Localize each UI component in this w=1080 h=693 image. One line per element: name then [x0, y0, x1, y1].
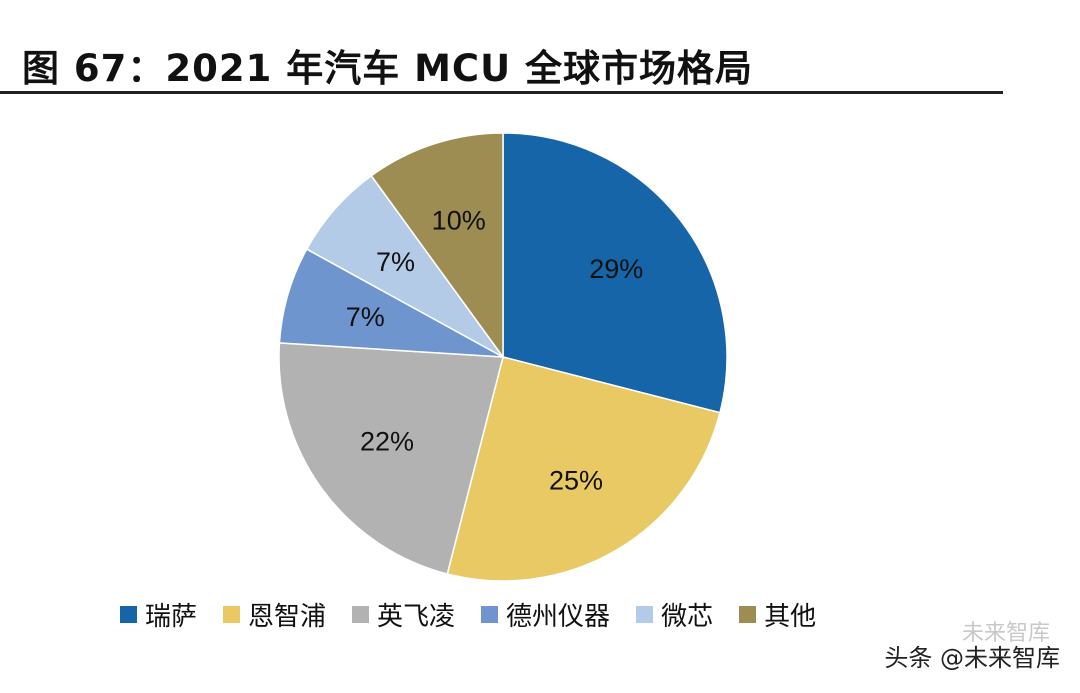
legend-swatch: [739, 606, 757, 623]
pie-chart: 29% 25% 22% 7% 7% 10%: [278, 132, 728, 582]
watermark: 头条 @未来智库: [884, 644, 1060, 672]
legend-item-ti: 德州仪器: [481, 596, 610, 633]
chart-title: 图 67：2021 年汽车 MCU 全球市场格局: [22, 47, 754, 90]
data-label-others: 10%: [432, 206, 486, 236]
legend-swatch: [223, 606, 241, 623]
legend-swatch: [120, 606, 137, 623]
legend-item-microchip: 微芯: [636, 596, 713, 633]
data-label-renesas: 29%: [589, 254, 643, 284]
legend-item-infineon: 英飞凌: [352, 596, 455, 633]
pie-slice-infineon: [278, 342, 504, 575]
pie-slice-others: [370, 132, 504, 360]
legend-label: 恩智浦: [248, 602, 327, 632]
legend-item-others: 其他: [739, 596, 816, 633]
data-label-infineon: 22%: [360, 426, 414, 456]
pie-slice-renesas: [502, 132, 728, 414]
legend-label: 其他: [764, 602, 817, 632]
legend-label: 瑞萨: [145, 602, 198, 632]
pie-slice-nxp: [446, 356, 721, 582]
legend-label: 英飞凌: [377, 602, 456, 632]
data-label-nxp: 25%: [549, 465, 603, 495]
legend-label: 微芯: [661, 602, 714, 632]
legend: 瑞萨 恩智浦 英飞凌 德州仪器 微芯 其他: [120, 596, 842, 633]
legend-label: 德州仪器: [506, 602, 611, 632]
legend-item-nxp: 恩智浦: [223, 596, 326, 633]
data-label-microchip: 7%: [376, 247, 415, 277]
legend-swatch: [636, 606, 654, 623]
watermark-faint: 未来智库: [961, 621, 1050, 646]
legend-item-renesas: 瑞萨: [120, 596, 197, 633]
data-label-ti: 7%: [346, 302, 385, 332]
legend-swatch: [481, 606, 499, 623]
legend-swatch: [352, 606, 370, 623]
title-rule: [0, 91, 1003, 94]
